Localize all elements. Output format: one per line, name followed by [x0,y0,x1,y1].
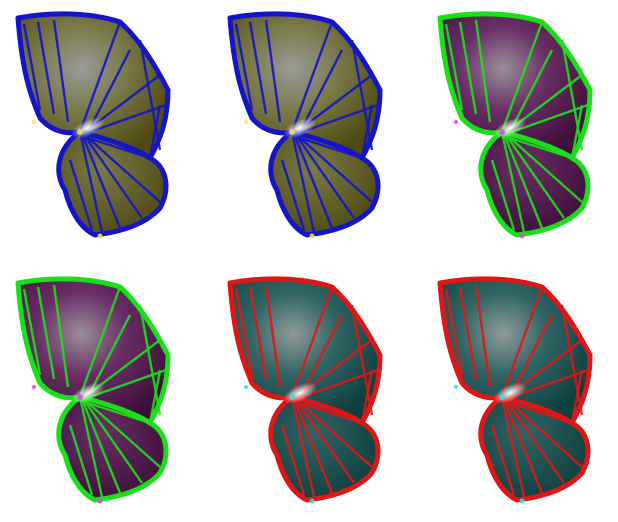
wing-drawing [432,275,618,515]
wing-spark [98,499,103,504]
wing-spark [454,385,458,389]
wing-drawing [10,10,210,250]
wing-panel-5 [222,275,422,515]
wing-panel-1 [10,10,210,250]
wing-spark [244,120,248,124]
wing-spark [289,394,295,400]
wing-spark [32,120,36,124]
wing-spark [32,385,36,389]
wing-spark [454,120,458,124]
wing-panel-3 [432,10,618,250]
wing-spark [499,394,505,400]
wing-spark [98,234,103,239]
wing-spark [289,129,295,135]
wing-spark [77,394,83,400]
wing-drawing [222,275,422,515]
wing-spark [77,129,83,135]
wing-panel-4 [10,275,210,515]
wing-drawing [222,10,422,250]
wing-panel-6 [432,275,618,515]
wing-spark [310,499,315,504]
wing-spark [499,129,505,135]
wing-drawing [10,275,210,515]
wing-spark [244,385,248,389]
wing-spark [310,234,315,239]
wing-panel-2 [222,10,422,250]
wing-drawing [432,10,618,250]
wing-spark [520,234,525,239]
wing-spark [520,499,525,504]
